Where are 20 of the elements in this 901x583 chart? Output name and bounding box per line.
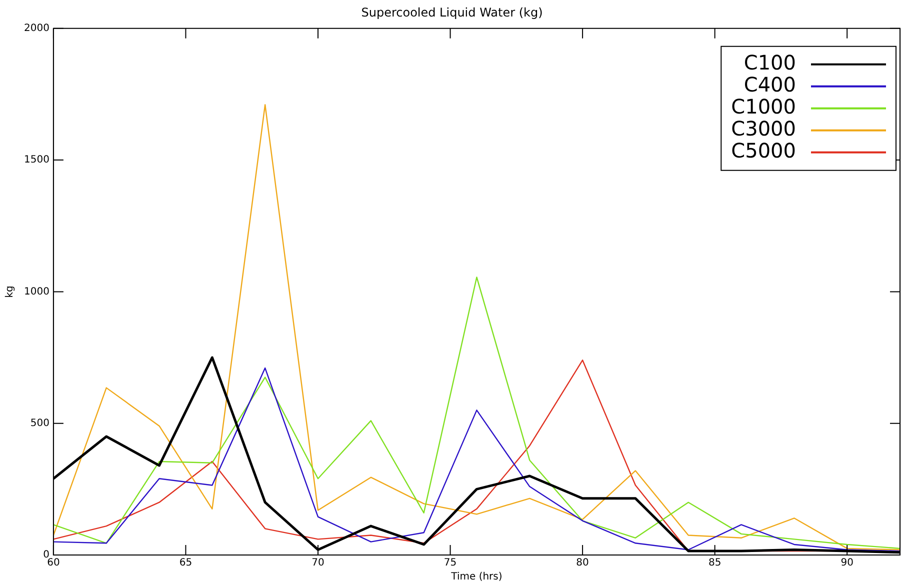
y-tick-label: 1500 xyxy=(24,154,50,166)
x-tick-label: 60 xyxy=(47,558,60,569)
x-tick-label: 65 xyxy=(179,558,192,569)
x-tick-label: 85 xyxy=(708,558,722,569)
legend-label: C400 xyxy=(744,72,796,97)
legend-label: C100 xyxy=(744,50,796,75)
legend-label: C1000 xyxy=(731,94,796,119)
x-axis-title: Time (hrs) xyxy=(450,572,502,583)
legend-label: C5000 xyxy=(731,138,796,163)
legend-label: C3000 xyxy=(731,116,796,141)
x-tick-label: 75 xyxy=(444,558,457,569)
x-tick-label: 90 xyxy=(840,558,854,569)
y-tick-label: 500 xyxy=(30,418,50,429)
y-tick-label: 2000 xyxy=(24,22,50,34)
y-tick-label: 1000 xyxy=(24,286,50,298)
x-tick-label: 80 xyxy=(576,558,589,569)
chart-title: Supercooled Liquid Water (kg) xyxy=(361,5,543,20)
x-tick-label: 70 xyxy=(312,558,324,569)
y-tick-label: 0 xyxy=(43,550,50,561)
y-axis-title: kg xyxy=(4,286,16,298)
